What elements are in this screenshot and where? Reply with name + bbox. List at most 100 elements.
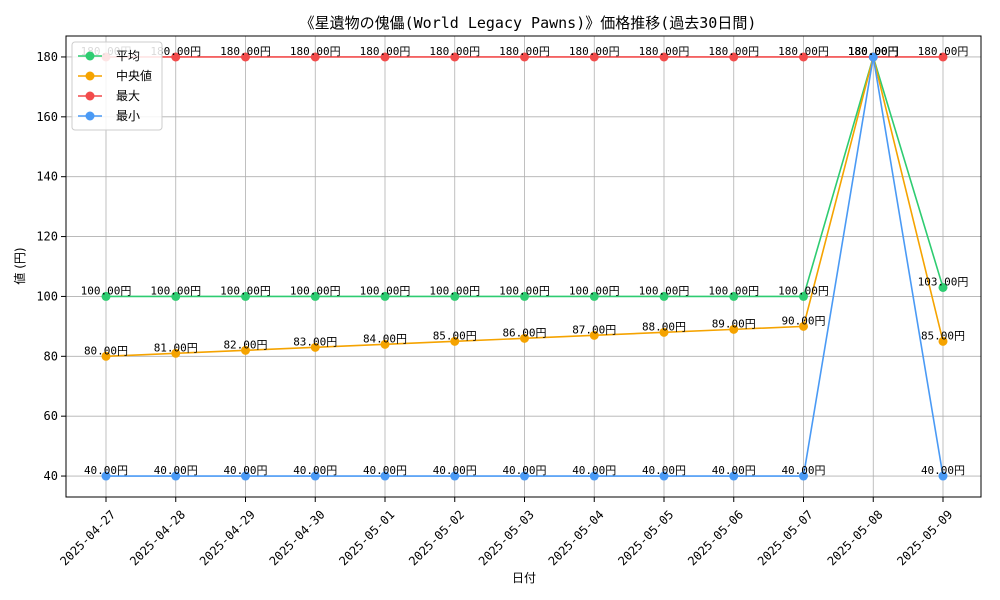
data-point [729,52,739,62]
x-axis-label: 日付 [512,571,536,585]
data-label: 103.00円 [918,275,969,288]
data-point [520,333,529,343]
legend-label: 最小 [116,109,140,123]
data-label: 180.00円 [569,45,620,58]
legend-label: 中央値 [116,68,152,83]
data-point [938,471,948,481]
data-point [799,321,808,331]
data-point [101,351,111,361]
data-point [659,291,669,301]
data-label: 180.00円 [639,45,690,58]
data-point [659,471,669,481]
y-tick-label: 100 [36,289,58,303]
data-point [799,52,808,62]
data-label: 100.00円 [290,284,341,297]
data-label: 180.00円 [708,45,759,58]
data-point [729,471,739,481]
data-point [310,471,320,481]
legend-label: 平均 [116,49,140,63]
data-label: 83.00円 [293,335,337,348]
data-point [171,471,181,481]
data-point [241,471,250,481]
data-point [659,52,669,62]
data-label: 82.00円 [223,338,267,351]
data-label: 85.00円 [433,329,477,342]
y-tick-label: 160 [36,110,58,124]
data-label: 40.00円 [223,464,267,477]
data-label: 100.00円 [360,284,411,297]
data-label: 40.00円 [84,464,128,477]
y-tick-label: 120 [36,230,58,244]
data-label: 40.00円 [502,464,546,477]
data-point [171,52,181,62]
data-label: 84.00円 [363,332,407,345]
legend-entry: 最大 [78,89,140,103]
data-point [241,52,250,62]
legend-swatch-marker [85,51,95,61]
data-point [310,52,320,62]
data-label: 100.00円 [708,284,759,297]
data-point [589,330,599,340]
data-point [450,291,460,301]
data-label: 180.00円 [150,45,201,58]
y-tick-label: 40 [44,469,58,483]
legend-entry: 最小 [78,109,140,123]
y-tick-label: 80 [44,349,58,363]
data-point [589,52,599,62]
data-label: 86.00円 [502,326,546,339]
series-layer [101,52,948,481]
legend-entry: 平均 [78,49,140,63]
data-point [241,291,250,301]
data-label: 100.00円 [81,284,132,297]
data-point [799,291,808,301]
data-label: 40.00円 [293,464,337,477]
data-label: 88.00円 [642,320,686,333]
data-point [101,471,111,481]
legend-swatch-marker [85,71,95,81]
data-point [659,327,669,337]
data-label: 81.00円 [154,341,198,354]
data-label: 40.00円 [921,464,965,477]
data-label: 40.00円 [363,464,407,477]
series-2 [101,52,948,62]
y-tick-label: 180 [36,50,58,64]
data-point [380,471,390,481]
data-point [729,324,739,334]
y-tick-label: 60 [44,409,58,423]
data-point [868,52,878,62]
data-point [938,282,948,292]
data-label: 100.00円 [220,284,271,297]
data-label: 89.00円 [712,317,756,330]
data-point [380,339,390,349]
data-point [380,52,390,62]
data-point [310,342,320,352]
data-label: 180.00円 [290,45,341,58]
data-label: 180.00円 [778,45,829,58]
data-point [520,471,529,481]
data-label: 87.00円 [572,323,616,336]
data-label: 100.00円 [429,284,480,297]
legend-entry: 中央値 [78,68,152,83]
data-point [450,336,460,346]
y-axis-ticks: 40 60 80 100 120 140 160 180 [36,50,66,483]
legend-box [71,41,163,131]
data-label: 80.00円 [84,344,128,357]
data-label: 180.00円 [499,45,550,58]
data-point [450,52,460,62]
data-label: 40.00円 [781,464,825,477]
data-point [938,336,948,346]
data-label: 100.00円 [499,284,550,297]
data-label: 100.00円 [778,284,829,297]
y-axis-label: 値 (円) [12,247,27,284]
chart-title: 《星遺物の傀儡(World Legacy Pawns)》価格推移(過去30日間) [300,14,757,32]
data-label: 180.00円 [848,45,899,58]
data-point [520,291,529,301]
plot-area-frame [65,35,982,498]
data-point [938,52,948,62]
data-point [171,348,181,358]
data-point [799,471,808,481]
data-label: 100.00円 [569,284,620,297]
